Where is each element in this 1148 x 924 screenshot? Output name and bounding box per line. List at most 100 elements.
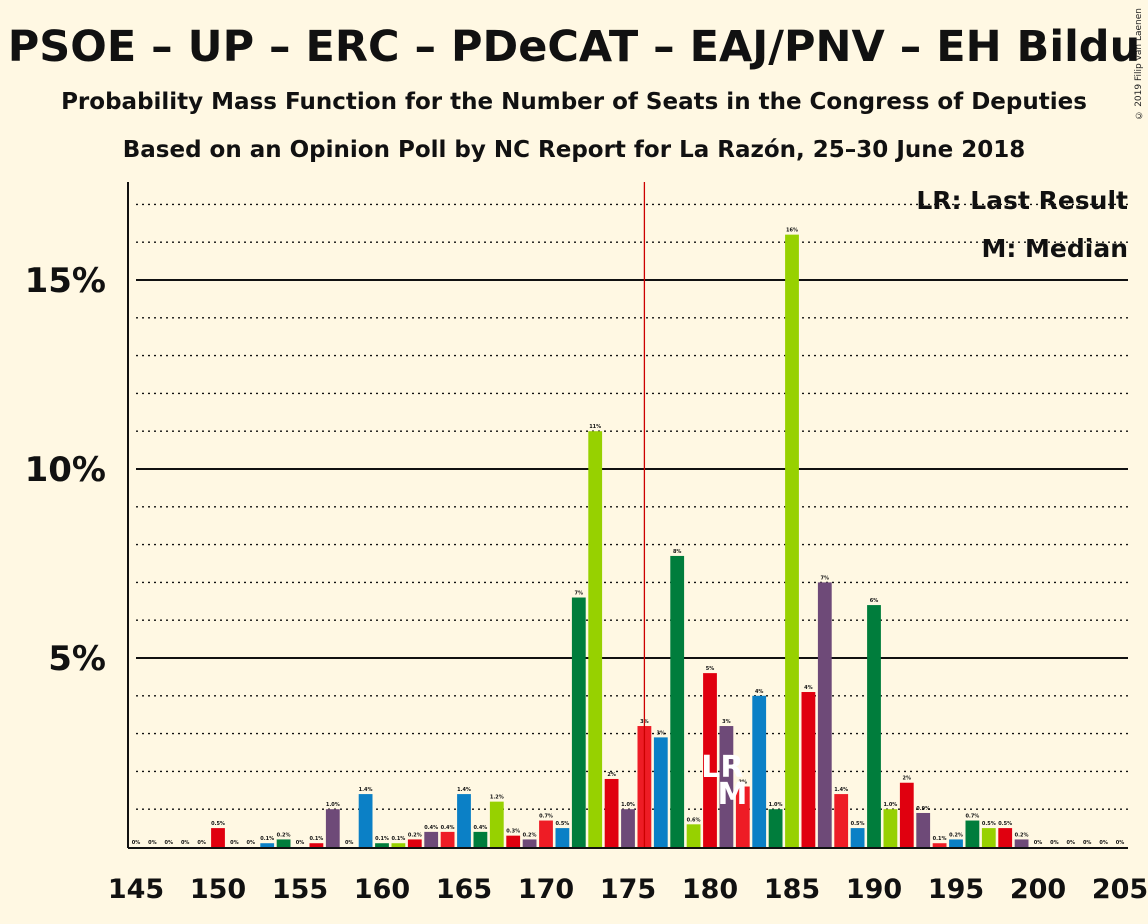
bar-label-152: 0% xyxy=(247,840,256,846)
y-tick-15: 15% xyxy=(25,261,106,301)
bar-label-175: 1.0% xyxy=(621,802,635,808)
bar-label-153: 0.1% xyxy=(260,836,274,842)
x-tick-145: 145 xyxy=(108,874,164,905)
bar-191 xyxy=(883,809,898,847)
bar-175 xyxy=(621,809,635,847)
bar-label-158: 0% xyxy=(345,840,354,846)
bar-label-195: 0.2% xyxy=(949,832,963,838)
y-tick-10: 10% xyxy=(25,450,106,490)
bar-169 xyxy=(522,839,537,847)
x-tick-labels: 145 150 155 160 165 170 175 180 185 190 195 200 205 xyxy=(108,874,1148,905)
bar-171 xyxy=(555,828,570,847)
bar-170 xyxy=(539,820,553,847)
bar-172 xyxy=(571,597,586,847)
bar-199 xyxy=(1014,839,1029,847)
bar-153 xyxy=(260,843,275,847)
bar-184 xyxy=(768,809,783,847)
bar-label-180: 5% xyxy=(706,666,715,672)
bar-label-197: 0.5% xyxy=(982,821,996,827)
bar-label-157: 1.0% xyxy=(326,802,340,808)
x-tick-155: 155 xyxy=(272,874,328,905)
bar-label-161: 0.1% xyxy=(391,836,405,842)
bar-label-202: 0% xyxy=(1067,840,1076,846)
bar-188 xyxy=(834,794,849,847)
bar-label-192: 2% xyxy=(903,776,912,782)
bar-label-163: 0.4% xyxy=(424,825,438,831)
bar-label-162: 0.2% xyxy=(408,832,422,838)
bar-label-183: 4% xyxy=(755,689,764,695)
bar-label-168: 0.3% xyxy=(506,829,520,835)
bar-174 xyxy=(604,778,619,847)
chart-source: Based on an Opinion Poll by NC Report fo… xyxy=(122,137,1026,163)
chart-subtitle: Probability Mass Function for the Number… xyxy=(61,89,1087,115)
bar-156 xyxy=(309,843,324,847)
x-tick-185: 185 xyxy=(764,874,820,905)
bar-label-187: 7% xyxy=(821,575,830,581)
bar-label-185: 16% xyxy=(786,228,798,234)
bar-label-191: 1.0% xyxy=(883,802,897,808)
bar-label-186: 4% xyxy=(804,685,813,691)
bar-label-154: 0.2% xyxy=(277,832,291,838)
x-tick-160: 160 xyxy=(354,874,410,905)
bar-label-203: 0% xyxy=(1083,840,1092,846)
bar-label-166: 0.4% xyxy=(473,825,487,831)
bar-label-205: 0% xyxy=(1116,840,1125,846)
bar-163 xyxy=(424,831,439,847)
bar-181 xyxy=(719,726,734,847)
bar-label-201: 0% xyxy=(1050,840,1059,846)
bar-154 xyxy=(276,839,291,847)
bar-186 xyxy=(801,692,816,847)
bar-165 xyxy=(457,794,471,847)
x-tick-165: 165 xyxy=(436,874,492,905)
bar-label-174: 2% xyxy=(607,772,616,778)
x-tick-190: 190 xyxy=(846,874,902,905)
bar-label-148: 0% xyxy=(181,840,190,846)
median-marker: M xyxy=(717,777,747,812)
bar-187 xyxy=(817,582,832,847)
bar-183 xyxy=(752,695,767,847)
bar-label-194: 0.1% xyxy=(933,836,947,842)
bar-label-156: 0.1% xyxy=(309,836,323,842)
bar-label-145: 0% xyxy=(132,840,141,846)
bar-label-149: 0% xyxy=(197,840,206,846)
bar-179 xyxy=(686,824,701,847)
bar-label-170: 0.7% xyxy=(539,814,553,820)
bar-150 xyxy=(211,828,225,847)
bar-label-173: 11% xyxy=(589,424,601,430)
bar-190 xyxy=(867,605,881,847)
bar-label-150: 0.5% xyxy=(211,821,225,827)
bar-label-178: 8% xyxy=(673,549,682,555)
bar-161 xyxy=(391,843,406,847)
bar-180 xyxy=(703,673,717,847)
bar-label-155: 0% xyxy=(296,840,305,846)
bar-label-160: 0.1% xyxy=(375,836,389,842)
bar-markers: LRM xyxy=(701,750,747,812)
bar-label-171: 0.5% xyxy=(555,821,569,827)
bar-label-151: 0% xyxy=(230,840,239,846)
bar-177 xyxy=(653,737,668,847)
bar-178 xyxy=(670,555,685,847)
bar-168 xyxy=(506,835,521,847)
bar-label-196: 0.7% xyxy=(965,814,979,820)
y-tick-5: 5% xyxy=(48,639,106,679)
x-tick-180: 180 xyxy=(682,874,738,905)
bar-label-146: 0% xyxy=(148,840,157,846)
bar-182 xyxy=(735,786,750,847)
bar-197 xyxy=(981,828,996,847)
bar-198 xyxy=(998,828,1013,847)
x-tick-175: 175 xyxy=(600,874,656,905)
bar-173 xyxy=(588,431,603,847)
last-result-marker: LR xyxy=(701,750,743,785)
bar-162 xyxy=(407,839,422,847)
bar-label-204: 0% xyxy=(1099,840,1108,846)
bar-185 xyxy=(785,234,799,847)
bar-159 xyxy=(358,794,373,847)
bar-167 xyxy=(489,801,504,847)
bar-193 xyxy=(916,812,931,847)
bar-label-184: 1.0% xyxy=(769,802,783,808)
y-tick-labels: 5% 10% 15% xyxy=(25,261,106,679)
bar-value-labels: 0% 0% 0% 0% 0%0.5%0% 0%0.1%0.2%0%0.1%1.0%0%1.… xyxy=(132,228,1125,846)
bar-label-188: 1.4% xyxy=(834,787,848,793)
chart-title: PSOE – UP – ERC – PDeCAT – EAJ/PNV – EH … xyxy=(7,22,1141,72)
